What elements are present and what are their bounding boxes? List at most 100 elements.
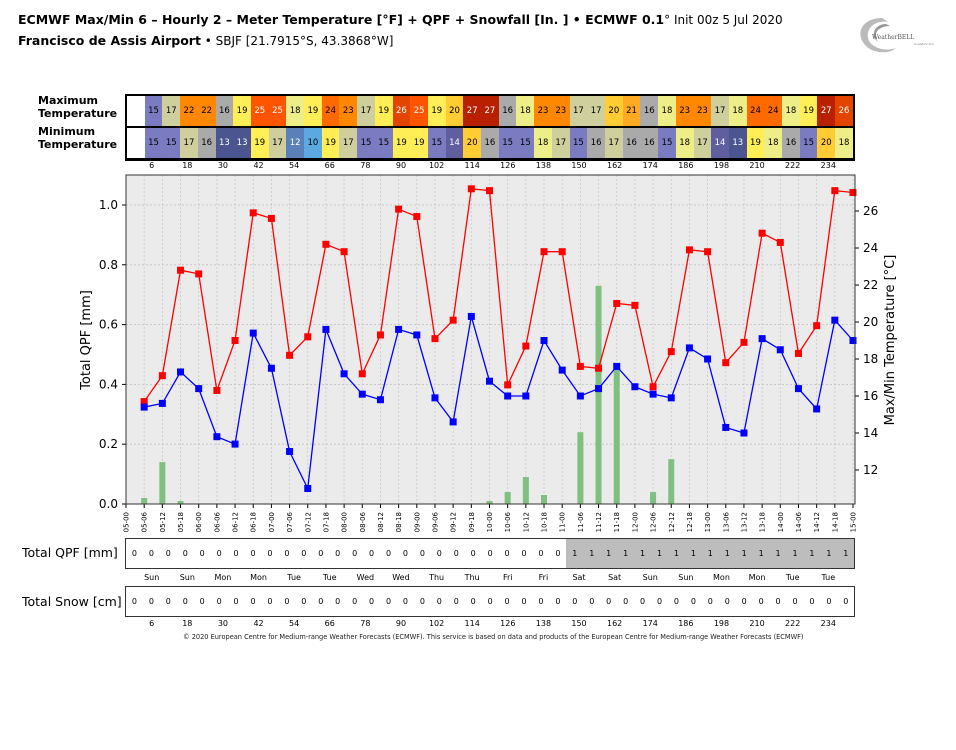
table-value: 0 xyxy=(335,597,341,606)
min-cell: 15 xyxy=(569,128,588,158)
min-temp-marker xyxy=(540,337,548,344)
max-cell: 23 xyxy=(675,96,694,126)
x-tick-label: 12-06 xyxy=(650,511,658,532)
max-temp-marker xyxy=(831,187,839,195)
max-temp-marker xyxy=(685,246,693,254)
max-cell: 24 xyxy=(764,96,783,126)
day-label: Mon xyxy=(713,573,730,582)
max-temp-marker xyxy=(486,187,493,195)
max-cell: 22 xyxy=(180,96,198,126)
min-cell: 18 xyxy=(675,128,694,158)
min-temp-marker xyxy=(613,362,621,370)
table-value: 0 xyxy=(589,597,595,606)
min-temp-marker xyxy=(486,377,493,385)
hour-tick-label: 54 xyxy=(289,619,300,628)
qpf-bar xyxy=(141,498,148,504)
table-value: 0 xyxy=(673,597,680,606)
min-temp-marker xyxy=(358,390,366,398)
x-tick-label: 12-18 xyxy=(686,512,694,532)
min-temp-marker xyxy=(722,423,730,431)
day-label: Mon xyxy=(214,573,232,582)
max-cell: 26 xyxy=(835,96,853,126)
day-label: Sun xyxy=(144,573,160,582)
max-temperature-strip: 15 17 22 22 16 19 25 25 18 19 24 23 17 19 26 25 19 20 27 27… xyxy=(125,94,855,128)
day-label: Sun xyxy=(179,573,195,582)
max-cell: 19 xyxy=(304,96,322,126)
max-temp-marker xyxy=(504,381,512,389)
table-value: 0 xyxy=(487,597,493,606)
y2-tick-label: 18 xyxy=(863,352,878,366)
x-tick-label: 13-06 xyxy=(722,511,730,532)
hour-tick-label: 18 xyxy=(182,161,193,170)
min-temp-marker xyxy=(158,399,166,407)
max-temp-line xyxy=(143,188,854,402)
max-temp-marker xyxy=(267,214,275,222)
qpf-table: 0 0 0 0 0 0 0 0 0 0 0 0 0 0 0 0 0 0 0 0 0 0 0 0 0 0 1 1 1 1 1 1 1 1 1 1 1 1 1 1… xyxy=(125,538,855,569)
min-cell: 15 xyxy=(516,128,535,158)
table-value: 0 xyxy=(250,549,256,558)
day-label: Fri xyxy=(503,573,513,582)
day-label: Sat xyxy=(572,573,586,582)
max-cell: 19 xyxy=(427,96,446,126)
x-tick-label: 07-06 xyxy=(286,511,294,532)
max-cell: 18 xyxy=(516,96,535,126)
table-value: 0 xyxy=(233,549,239,558)
day-label: Wed xyxy=(356,573,375,582)
min-label-line2: Temperature xyxy=(38,138,118,151)
min-temp-marker xyxy=(685,344,693,352)
max-cell: 22 xyxy=(197,96,216,126)
min-temp-marker xyxy=(740,429,748,437)
temperature-qpf-chart: 0.0 0.2 0.4 0.6 0.8 1.0 12 14 16 18 20 22 24 26 Total … xyxy=(79,174,898,532)
x-tick-label: 09-18 xyxy=(468,512,476,532)
max-temp-marker xyxy=(595,364,603,372)
min-cell: 16 xyxy=(587,128,605,158)
plot-frame xyxy=(125,174,856,505)
table-value: 1 xyxy=(775,549,781,558)
table-value: 0 xyxy=(690,597,696,606)
max-cell: 16 xyxy=(640,96,659,126)
hour-tick-label: 30 xyxy=(217,161,229,170)
x-tick-label: 08-00 xyxy=(341,512,349,532)
max-temp-marker xyxy=(395,205,403,213)
max-label-line1: Maximum xyxy=(38,94,98,107)
table-value: 1 xyxy=(809,549,815,558)
min-cell: 16 xyxy=(197,128,216,158)
table-value: 0 xyxy=(284,549,290,558)
max-cell: 21 xyxy=(622,96,641,126)
max-cell: 17 xyxy=(357,96,375,126)
max-cell: 17 xyxy=(587,96,605,126)
table-value: 0 xyxy=(504,597,510,606)
min-temp-marker xyxy=(849,337,857,344)
max-cell: 25 xyxy=(410,96,428,126)
qpf-bar xyxy=(668,459,675,504)
hour-tick-label: 234 xyxy=(820,161,836,170)
x-tick-label: 14-12 xyxy=(813,512,821,532)
hour-tick-label: 222 xyxy=(785,619,801,628)
y2-axis-label: Max/Min Temperature [°C] xyxy=(883,255,898,426)
min-temp-marker xyxy=(595,385,603,393)
max-temp-marker xyxy=(249,209,257,217)
x-tick-label: 07-00 xyxy=(268,512,276,532)
table-value: 0 xyxy=(148,597,154,606)
location-title: Francisco de Assis Airport • SBJF [21.79… xyxy=(18,33,393,48)
table-value: 0 xyxy=(335,549,341,558)
hour-tick-label: 66 xyxy=(324,161,335,170)
table-value: 0 xyxy=(470,597,476,606)
max-temp-marker xyxy=(613,300,621,307)
min-cell: 17 xyxy=(268,128,287,158)
max-temp-marker xyxy=(322,240,330,248)
qpf-bar xyxy=(613,366,620,504)
hour-tick-label: 162 xyxy=(606,619,623,628)
min-cell: 17 xyxy=(551,128,570,158)
hour-tick-label: 90 xyxy=(395,161,407,170)
day-label: Mon xyxy=(748,573,766,582)
max-temp-marker xyxy=(849,189,857,196)
min-temp-marker xyxy=(504,392,512,400)
strip-blank-cell xyxy=(127,96,145,126)
table-value: 0 xyxy=(318,597,324,606)
max-cell: 20 xyxy=(604,96,623,126)
table-value: 0 xyxy=(148,549,154,558)
table-value: 1 xyxy=(741,549,747,558)
table-value: 0 xyxy=(301,597,307,606)
min-temp-marker xyxy=(758,335,766,343)
